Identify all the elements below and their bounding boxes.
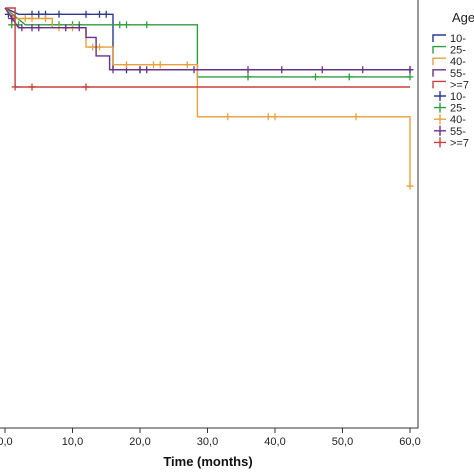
legend-line-swatch-0 xyxy=(432,34,446,42)
censor-mark-1-0 xyxy=(8,21,16,29)
censor-mark-3-13 xyxy=(359,66,367,74)
censor-mark-3-12 xyxy=(318,66,326,74)
censor-mark-2-8 xyxy=(96,43,103,51)
legend-censor-swatch-4 xyxy=(434,137,446,148)
censor-mark-2-1 xyxy=(21,15,29,22)
censor-mark-1-12 xyxy=(406,73,414,81)
censor-mark-4-0 xyxy=(11,83,19,91)
legend-censor-swatch-2 xyxy=(434,114,446,125)
censor-mark-2-10 xyxy=(150,61,157,69)
censor-mark-3-7 xyxy=(136,66,144,74)
series-2 xyxy=(4,7,414,190)
legend-title: Age xyxy=(452,10,474,25)
censor-mark-3-8 xyxy=(143,66,151,74)
x-tick-label-6: 60,0 xyxy=(399,436,420,448)
censor-mark-2-2 xyxy=(28,15,36,22)
legend-line-label-3: 55- xyxy=(450,68,466,80)
legend-censor-label-2: 40- xyxy=(450,114,466,126)
censor-mark-0-2 xyxy=(35,10,43,18)
legend-line-label-0: 10- xyxy=(450,33,466,45)
legend-line-label-2: 40- xyxy=(450,56,466,68)
censor-mark-2-12 xyxy=(183,61,191,69)
censor-mark-3-9 xyxy=(190,66,198,74)
censor-mark-1-9 xyxy=(244,73,252,81)
series-3 xyxy=(4,7,414,74)
censor-mark-3-14 xyxy=(406,66,414,74)
censor-mark-2-3 xyxy=(42,15,49,22)
legend-line-label-4: >=7 xyxy=(450,79,469,91)
censor-mark-2-16 xyxy=(352,113,360,121)
censor-mark-0-6 xyxy=(96,10,103,18)
censor-mark-3-0 xyxy=(8,15,16,22)
censor-mark-1-8 xyxy=(143,21,151,29)
censor-mark-2-13 xyxy=(224,113,232,121)
censor-mark-4-2 xyxy=(82,83,90,91)
censor-mark-0-7 xyxy=(102,10,110,18)
legend-censor-swatch-0 xyxy=(434,91,446,101)
legend-censor-swatch-3 xyxy=(434,125,446,136)
censor-mark-1-10 xyxy=(312,73,319,81)
legend-line-swatch-1 xyxy=(432,45,446,54)
censor-mark-3-6 xyxy=(109,66,117,74)
censor-mark-3-1 xyxy=(18,24,26,32)
censor-mark-1-11 xyxy=(345,73,353,81)
legend-censor-label-4: >=7 xyxy=(450,137,469,149)
censor-mark-2-7 xyxy=(89,43,97,51)
legend-line-swatch-4 xyxy=(432,80,446,89)
legend-line-swatch-3 xyxy=(432,69,446,77)
censor-mark-2-14 xyxy=(264,113,272,121)
censor-mark-0-5 xyxy=(82,10,90,18)
censor-mark-2-11 xyxy=(156,61,164,69)
censor-mark-1-7 xyxy=(123,21,130,29)
x-tick-label-1: 10,0 xyxy=(62,436,83,448)
series-line-4 xyxy=(5,7,410,88)
legend-censor-label-0: 10- xyxy=(450,91,466,103)
x-tick-label-0: 0,0 xyxy=(0,436,13,448)
censor-mark-2-15 xyxy=(271,113,279,121)
censor-mark-3-10 xyxy=(244,66,252,74)
legend-line-swatch-2 xyxy=(432,57,446,66)
x-tick-label-5: 50,0 xyxy=(332,436,353,448)
censor-mark-1-6 xyxy=(116,21,124,29)
legend-censor-label-3: 55- xyxy=(450,126,466,138)
censor-mark-3-2 xyxy=(28,24,36,32)
legend-line-label-1: 25- xyxy=(450,45,466,57)
x-tick-label-3: 30,0 xyxy=(197,436,218,448)
censor-mark-3-4 xyxy=(62,24,70,32)
censor-mark-2-17 xyxy=(406,182,414,190)
legend-censor-swatch-1 xyxy=(434,102,446,113)
legend-censor-label-1: 25- xyxy=(450,103,466,115)
x-tick-label-2: 20,0 xyxy=(129,436,150,448)
censor-mark-2-9 xyxy=(123,61,130,69)
censor-mark-0-4 xyxy=(55,10,63,18)
plot-area xyxy=(0,0,419,429)
censor-mark-3-11 xyxy=(278,66,286,74)
censor-mark-3-3 xyxy=(35,24,43,32)
series-4 xyxy=(5,7,410,91)
censor-mark-4-1 xyxy=(28,83,36,91)
x-tick-label-4: 40,0 xyxy=(264,436,285,448)
x-axis-title: Time (months) xyxy=(163,454,252,469)
censor-mark-3-5 xyxy=(75,24,83,32)
